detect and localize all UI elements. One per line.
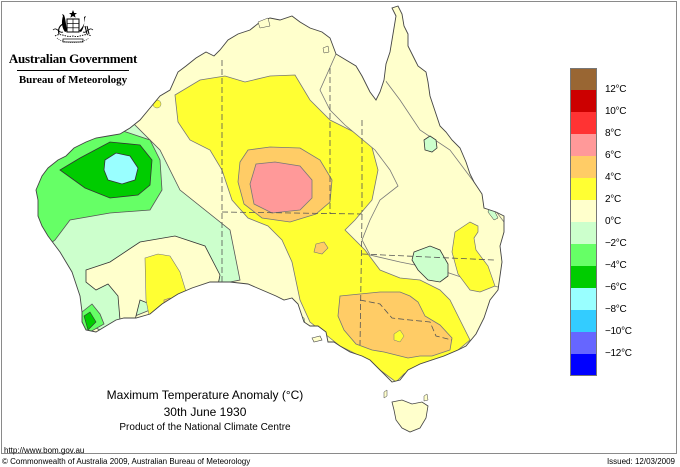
coat-of-arms-icon <box>52 10 94 43</box>
legend-label: 2°C <box>605 194 621 205</box>
legend-label: −10°C <box>605 326 632 337</box>
legend-label: −6°C <box>605 282 627 293</box>
copyright-notice: © Commonwealth of Australia 2009, Austra… <box>2 457 251 466</box>
legend-swatch <box>570 112 597 134</box>
legend-swatch <box>570 266 597 288</box>
logo-divider <box>17 70 129 71</box>
legend-swatch <box>570 68 597 90</box>
issued-date: Issued: 12/03/2009 <box>606 457 675 466</box>
legend-swatch <box>570 178 597 200</box>
legend-label: 4°C <box>605 172 621 183</box>
legend-swatch <box>570 244 597 266</box>
legend-label: −2°C <box>605 238 627 249</box>
bom-url-link[interactable]: http://www.bom.gov.au <box>4 446 85 455</box>
legend-swatch <box>570 156 597 178</box>
legend-label: 0°C <box>605 216 621 227</box>
legend-swatch <box>570 134 597 156</box>
legend-swatch <box>570 332 597 354</box>
legend-label: −4°C <box>605 260 627 271</box>
legend-swatch <box>570 354 597 376</box>
legend-swatch <box>570 90 597 112</box>
bom-logo: Australian Government Bureau of Meteorol… <box>8 8 138 98</box>
government-name: Australian Government <box>8 51 138 66</box>
bureau-name: Bureau of Meteorology <box>18 74 128 86</box>
legend-swatch <box>570 222 597 244</box>
legend-label: −12°C <box>605 348 632 359</box>
legend-label: 6°C <box>605 150 621 161</box>
legend-label: 12°C <box>605 84 627 95</box>
legend-swatch <box>570 310 597 332</box>
map-product-line: Product of the National Climate Centre <box>119 422 291 433</box>
legend-swatch <box>570 200 597 222</box>
legend-label: 10°C <box>605 106 627 117</box>
legend-label: 8°C <box>605 128 621 139</box>
legend-swatch <box>570 288 597 310</box>
legend-label: −8°C <box>605 304 627 315</box>
map-title: Maximum Temperature Anomaly (°C) <box>106 388 304 402</box>
map-date: 30th June 1930 <box>163 405 247 419</box>
